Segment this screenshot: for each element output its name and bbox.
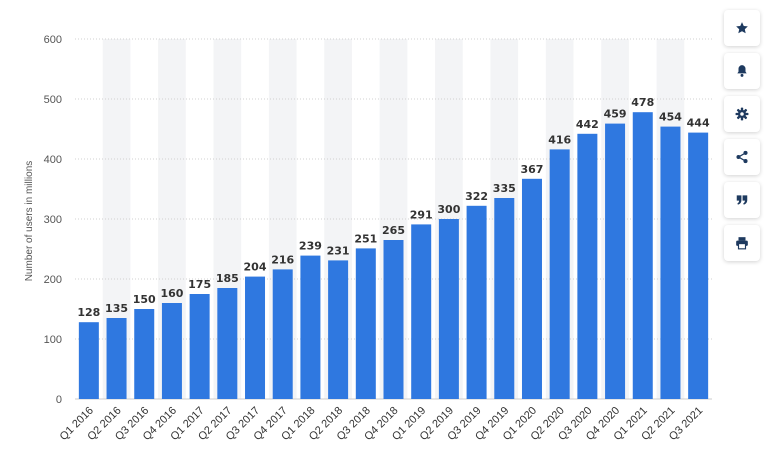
- bar: [577, 133, 598, 400]
- bar: [189, 294, 210, 399]
- bar: [383, 240, 404, 399]
- data-label: 175: [188, 278, 211, 291]
- data-label: 335: [493, 182, 516, 195]
- y-axis-title: Number of users in millions: [24, 161, 35, 282]
- data-label: 185: [216, 272, 239, 285]
- data-label: 150: [133, 293, 156, 306]
- bar: [355, 248, 376, 399]
- share-button[interactable]: [724, 139, 760, 175]
- bar: [660, 126, 681, 399]
- bar: [411, 224, 432, 399]
- y-tick-label: 300: [44, 214, 62, 226]
- y-tick-label: 400: [44, 154, 62, 166]
- y-tick-label: 500: [44, 94, 62, 106]
- bar: [106, 318, 127, 399]
- gear-icon: [735, 107, 749, 121]
- print-button[interactable]: [724, 225, 760, 261]
- star-icon: [736, 22, 748, 34]
- data-label: 459: [604, 108, 627, 121]
- data-label: 322: [465, 190, 488, 203]
- data-label: 478: [631, 96, 654, 109]
- bar: [688, 132, 709, 399]
- bar: [217, 288, 238, 399]
- data-label: 231: [327, 244, 350, 257]
- data-label: 367: [520, 163, 543, 176]
- bar: [300, 255, 321, 399]
- data-label: 416: [548, 133, 571, 146]
- y-tick-label: 200: [44, 274, 62, 286]
- bar: [328, 260, 349, 399]
- data-label: 128: [77, 306, 100, 319]
- data-label: 300: [437, 203, 460, 216]
- bar: [245, 276, 266, 399]
- favorite-button[interactable]: [724, 10, 760, 46]
- data-label: 251: [354, 232, 377, 245]
- data-label: 265: [382, 224, 405, 237]
- notification-button[interactable]: [724, 53, 760, 89]
- quote-icon: [736, 195, 748, 205]
- bell-icon: [737, 65, 747, 77]
- data-label: 442: [576, 118, 599, 131]
- bar: [78, 322, 99, 399]
- bar: [466, 205, 487, 399]
- settings-button[interactable]: [724, 96, 760, 132]
- bar: [272, 269, 293, 399]
- data-label: 444: [687, 117, 710, 130]
- chart-toolbar: [724, 10, 762, 268]
- y-tick-label: 600: [44, 34, 62, 46]
- bar: [549, 149, 570, 399]
- data-label: 204: [244, 261, 267, 274]
- bar: [494, 198, 515, 399]
- data-label: 160: [160, 287, 183, 300]
- bar: [605, 123, 626, 399]
- share-icon: [736, 150, 748, 164]
- data-label: 291: [410, 208, 433, 221]
- bar: [134, 309, 155, 399]
- data-label: 454: [659, 111, 682, 124]
- print-icon: [736, 237, 748, 250]
- bar: [632, 112, 653, 399]
- bar: [521, 178, 542, 399]
- data-label: 239: [299, 240, 322, 253]
- cite-button[interactable]: [724, 182, 760, 218]
- data-label: 216: [271, 253, 294, 266]
- bar: [161, 303, 182, 399]
- bar: [438, 219, 459, 399]
- data-label: 135: [105, 302, 128, 315]
- y-tick-label: 0: [56, 394, 62, 406]
- y-tick-label: 100: [44, 334, 62, 346]
